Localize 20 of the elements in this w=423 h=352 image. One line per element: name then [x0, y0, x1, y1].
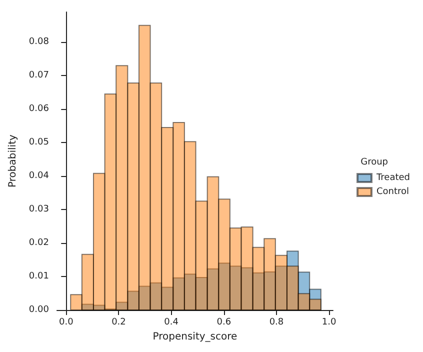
y-tick-label: 0.02: [28, 238, 49, 248]
legend-label: Treated: [375, 173, 410, 183]
x-tick-label: 0.6: [216, 318, 232, 328]
x-tick-label: 0.0: [58, 318, 74, 328]
y-axis-title: Probability: [8, 134, 18, 188]
y-tick-label: 0.07: [28, 70, 49, 81]
y-tick-label: 0.00: [28, 305, 50, 315]
y-tick-label: 0.03: [28, 204, 49, 215]
y-tick-label: 0.04: [28, 171, 50, 182]
y-tick-label: 0.05: [28, 138, 49, 148]
y-tick-label: 0.01: [28, 272, 49, 282]
x-axis-title: Propensity_score: [152, 332, 238, 342]
x-tick-label: 1.0: [322, 318, 336, 328]
y-tick-label: 0.06: [28, 104, 50, 114]
legend-label: Control: [376, 187, 410, 197]
y-tick-label: 0.08: [28, 37, 50, 48]
x-tick-label: 0.4: [164, 318, 179, 328]
legend-title: Group: [360, 158, 388, 168]
x-tick-label: 0.2: [112, 318, 126, 328]
x-tick-label: 0.8: [269, 318, 284, 328]
